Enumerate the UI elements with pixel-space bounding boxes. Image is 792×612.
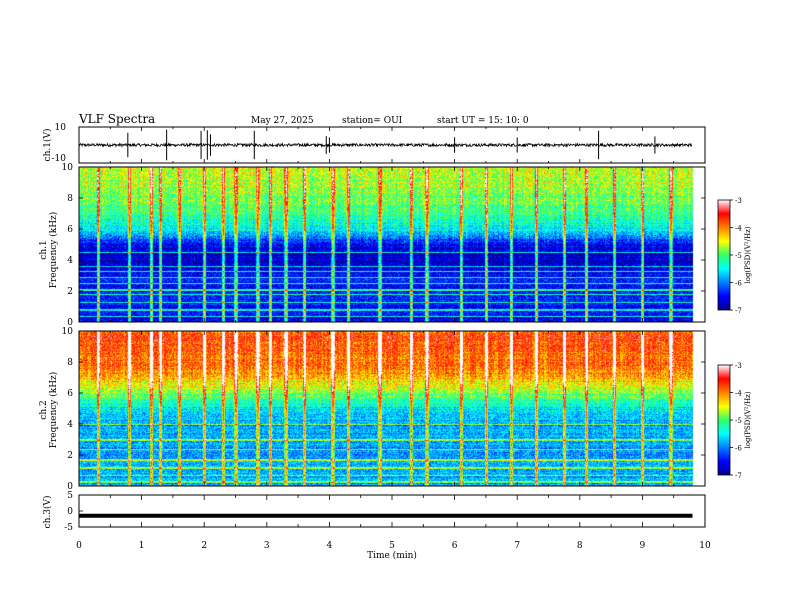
colorbar-tick-label: -4	[735, 390, 742, 398]
ytick-label: 2	[67, 287, 73, 297]
ytick-label: 6	[67, 389, 73, 399]
start-time-label: start UT = 15: 10: 0	[437, 116, 529, 126]
colorbar-tick-label: -3	[735, 362, 742, 370]
time-axis-tick-label: 4	[327, 541, 333, 551]
ytick-label: 0	[67, 482, 73, 492]
colorbar-bar	[717, 364, 731, 476]
time-axis-tick-label: 2	[201, 541, 207, 551]
time-axis-tick-label: 3	[264, 541, 270, 551]
time-axis-tick-label: 7	[514, 541, 520, 551]
ch1-waveform-ylabel: ch.1(V)	[42, 129, 53, 162]
ytick-label: 10	[62, 327, 74, 337]
station-label: station= OUI	[342, 116, 403, 126]
spectrogram-ch2-panel: 0 2 4 6 8 10 ch.2 Frequency (kHz) -3 -4 -5 -6 -7 l…	[39, 327, 752, 492]
colorbar-tick-label: -5	[735, 417, 742, 425]
ytick-label: 4	[67, 256, 73, 266]
ch2-spectrogram-image-holder	[79, 331, 705, 486]
ytick-label: 2	[67, 451, 73, 461]
time-axis-label: Time (min)	[367, 550, 417, 561]
ch1-spikes	[127, 129, 656, 161]
ch2-colorbar: -3 -4 -5 -6 -7 log(PSD)(V²/Hz)	[717, 362, 752, 480]
colorbar-tick-label: -6	[735, 445, 742, 453]
ch1-spectrogram-ylabel-line2: Frequency (kHz)	[48, 212, 59, 289]
time-axis-tick-label: 0	[76, 541, 82, 551]
colorbar-bar	[717, 199, 731, 311]
ytick-label: 8	[67, 194, 73, 204]
ch3-ytick-label: 5	[67, 491, 73, 501]
ytick-label: 0	[67, 318, 73, 328]
time-axis-tick-label: 6	[452, 541, 458, 551]
colorbar-tick-label: -6	[735, 280, 742, 288]
ch1-waveform-trace	[78, 142, 693, 148]
ch2-spectrogram-ylabel-line2: Frequency (kHz)	[48, 372, 59, 449]
time-axis-tick-label: 5	[389, 541, 395, 551]
colorbar-tick-label: -7	[735, 307, 742, 315]
time-axis-tick-label: 9	[640, 541, 646, 551]
ch1-ytick-bottom: -10	[52, 154, 67, 164]
colorbar-label: log(PSD)(V²/Hz)	[744, 391, 752, 448]
ytick-label: 10	[62, 163, 74, 173]
spectrogram-ch1-panel: 0 2 4 6 8 10 ch.1 Frequency (kHz) -3 -4 -5 -6 -7 l…	[39, 163, 752, 328]
ch3-ytick-label: -5	[64, 523, 73, 533]
time-axis: 0 1 2 3 4 5 6 7 8 9 10	[76, 495, 711, 551]
waveform-ch1-panel: 10 -10 ch.1(V)	[42, 123, 706, 164]
colorbar-tick-label: -7	[735, 472, 742, 480]
time-axis-tick-label: 10	[699, 541, 711, 551]
date-label: May 27, 2025	[251, 116, 314, 126]
ch1-ytick-top: 10	[55, 123, 67, 133]
ch3-ytick-label: 0	[67, 507, 73, 517]
colorbar-tick-label: -3	[735, 197, 742, 205]
ch2-spectrogram-ylabel-line1: ch.2	[39, 400, 49, 419]
colorbar-tick-label: -4	[735, 225, 742, 233]
ch1-colorbar: -3 -4 -5 -6 -7 log(PSD)(V²/Hz)	[717, 197, 752, 315]
ch1-spectrogram-image-holder	[79, 167, 705, 322]
figure-title: VLF Spectra	[78, 112, 155, 126]
ch2-spectrogram-image	[79, 331, 705, 486]
colorbar-tick-label: -5	[735, 252, 742, 260]
ch1-spectrogram-image	[79, 167, 705, 322]
time-axis-tick-label: 1	[139, 541, 145, 551]
ch1-spectrogram-ylabel-line1: ch.1	[39, 240, 49, 259]
ch3-waveform-ylabel: ch.3(V)	[42, 496, 53, 529]
time-axis-tick-label: 8	[577, 541, 583, 551]
ytick-label: 4	[67, 420, 73, 430]
ytick-label: 6	[67, 225, 73, 235]
ytick-label: 8	[67, 358, 73, 368]
colorbar-label: log(PSD)(V²/Hz)	[744, 226, 752, 283]
